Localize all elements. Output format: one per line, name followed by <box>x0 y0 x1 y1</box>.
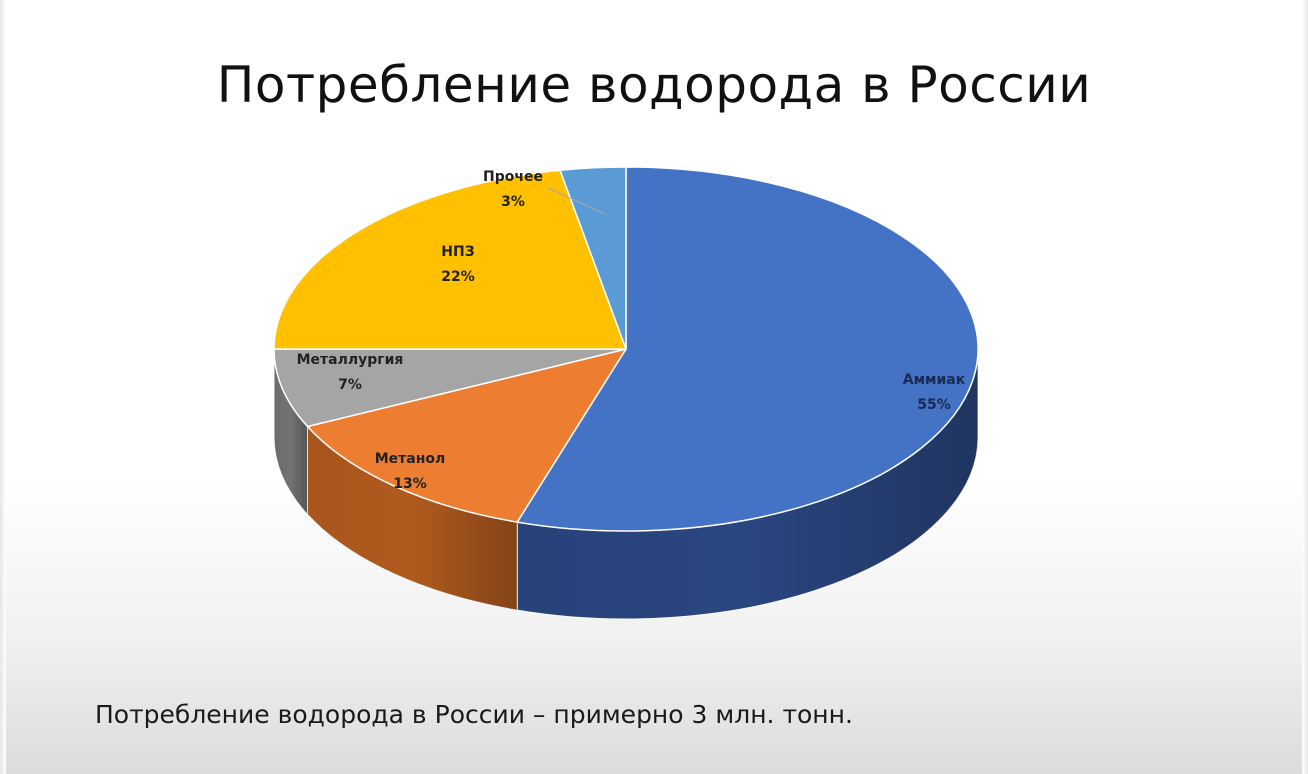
slice-value-prochee: 3% <box>501 194 525 210</box>
footer-note: Потребление водорода в России – примерно… <box>95 700 853 729</box>
pie-slice-prochee <box>559 166 627 350</box>
pie-tops <box>273 166 979 532</box>
pie-slice-metanol <box>306 348 627 523</box>
slide-title: Потребление водорода в России <box>216 56 1092 114</box>
slice-value-npz: 22% <box>441 269 475 285</box>
slice-label-ammiak: Аммиак <box>903 372 966 388</box>
pie-slice-npz <box>273 169 627 350</box>
slide-edge-right <box>1302 0 1308 774</box>
slice-value-metanol: 13% <box>393 476 427 492</box>
slide-edge-left <box>0 0 6 774</box>
pie-side-shade-ammiak <box>517 349 978 619</box>
pie-side-shade-metanol <box>307 426 518 611</box>
slice-value-ammiak: 55% <box>917 397 951 413</box>
slice-label-npz: НПЗ <box>441 244 474 260</box>
pie-labels: Аммиак 55% Метанол 13% Металлургия 7% НПЗ 22% Пр… <box>297 169 966 492</box>
slice-label-metanol: Метанол <box>375 451 446 467</box>
pie-sides <box>273 348 979 620</box>
leader-line-prochee <box>547 187 606 215</box>
pie-slice-ammiak <box>516 166 979 532</box>
slice-label-prochee: Прочее <box>483 169 543 185</box>
pie-slice-metallurgiya <box>273 348 627 428</box>
slice-label-metallurgiya: Металлургия <box>297 352 404 368</box>
slice-value-metallurgiya: 7% <box>338 377 362 393</box>
